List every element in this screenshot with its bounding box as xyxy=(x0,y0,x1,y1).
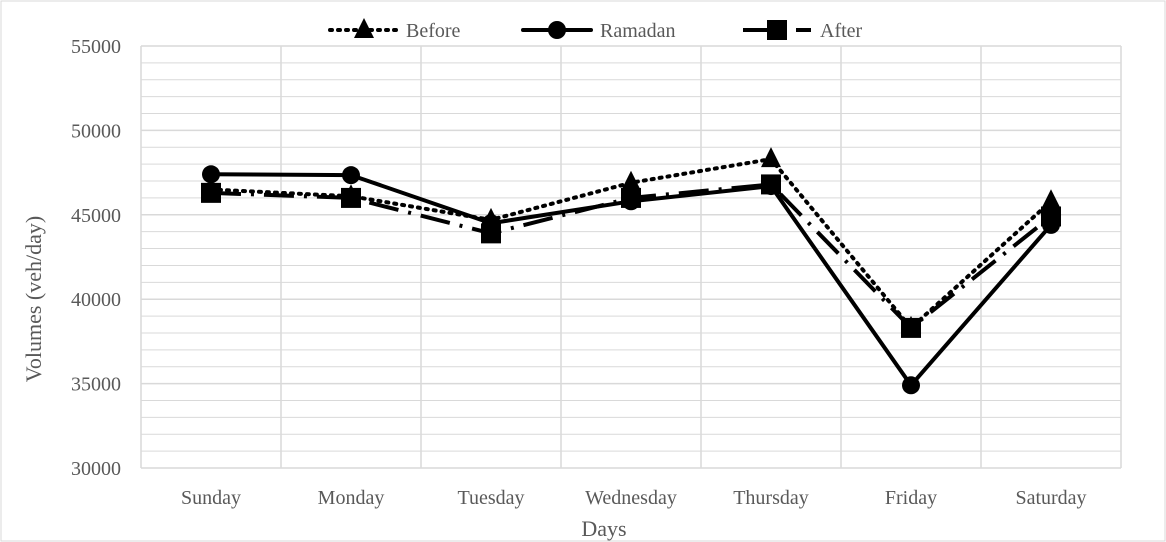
data-point-after xyxy=(901,317,921,338)
x-axis-ticks: Sunday Monday Tuesday Wednesday Thursday Frid… xyxy=(181,487,1087,509)
legend-marker-after xyxy=(767,20,787,40)
data-point-after xyxy=(341,187,361,208)
legend: Before Ramadan After xyxy=(328,18,863,42)
x-tick-label: Monday xyxy=(318,487,385,509)
legend-item-ramadan: Ramadan xyxy=(521,20,676,42)
series-layer xyxy=(201,147,1061,395)
y-tick-label: 35000 xyxy=(71,374,121,396)
legend-label-after: After xyxy=(820,20,863,42)
data-point-before xyxy=(621,170,641,191)
legend-item-after: After xyxy=(743,20,863,42)
data-point-after xyxy=(481,223,501,244)
y-tick-label: 40000 xyxy=(71,289,121,311)
data-point-ramadan xyxy=(202,165,220,184)
x-axis-title: Days xyxy=(581,516,626,541)
data-point-after xyxy=(1041,206,1061,227)
data-point-before xyxy=(761,147,781,168)
y-tick-label: 45000 xyxy=(71,205,121,227)
legend-marker-before xyxy=(354,18,374,38)
y-tick-label: 30000 xyxy=(71,458,121,480)
data-point-after xyxy=(201,182,221,203)
data-point-ramadan xyxy=(342,166,360,185)
series-after xyxy=(201,174,1061,338)
data-point-ramadan xyxy=(902,376,920,395)
x-tick-label: Saturday xyxy=(1015,487,1086,509)
data-point-after xyxy=(621,187,641,208)
legend-label-ramadan: Ramadan xyxy=(600,20,676,42)
x-tick-label: Wednesday xyxy=(585,487,677,509)
data-point-before xyxy=(1041,189,1061,210)
legend-item-before: Before xyxy=(328,18,461,42)
y-tick-label: 55000 xyxy=(71,36,121,58)
legend-marker-ramadan xyxy=(548,21,566,39)
y-tick-label: 50000 xyxy=(71,120,121,142)
x-tick-label: Sunday xyxy=(181,487,241,509)
data-point-after xyxy=(761,174,781,195)
y-axis-title: Volumes (veh/day) xyxy=(21,216,46,382)
x-tick-label: Friday xyxy=(885,487,937,509)
legend-label-before: Before xyxy=(406,20,461,42)
y-axis-ticks: 30000 35000 40000 45000 50000 55000 xyxy=(71,36,121,480)
x-tick-label: Tuesday xyxy=(457,487,524,509)
x-tick-label: Thursday xyxy=(733,487,809,509)
